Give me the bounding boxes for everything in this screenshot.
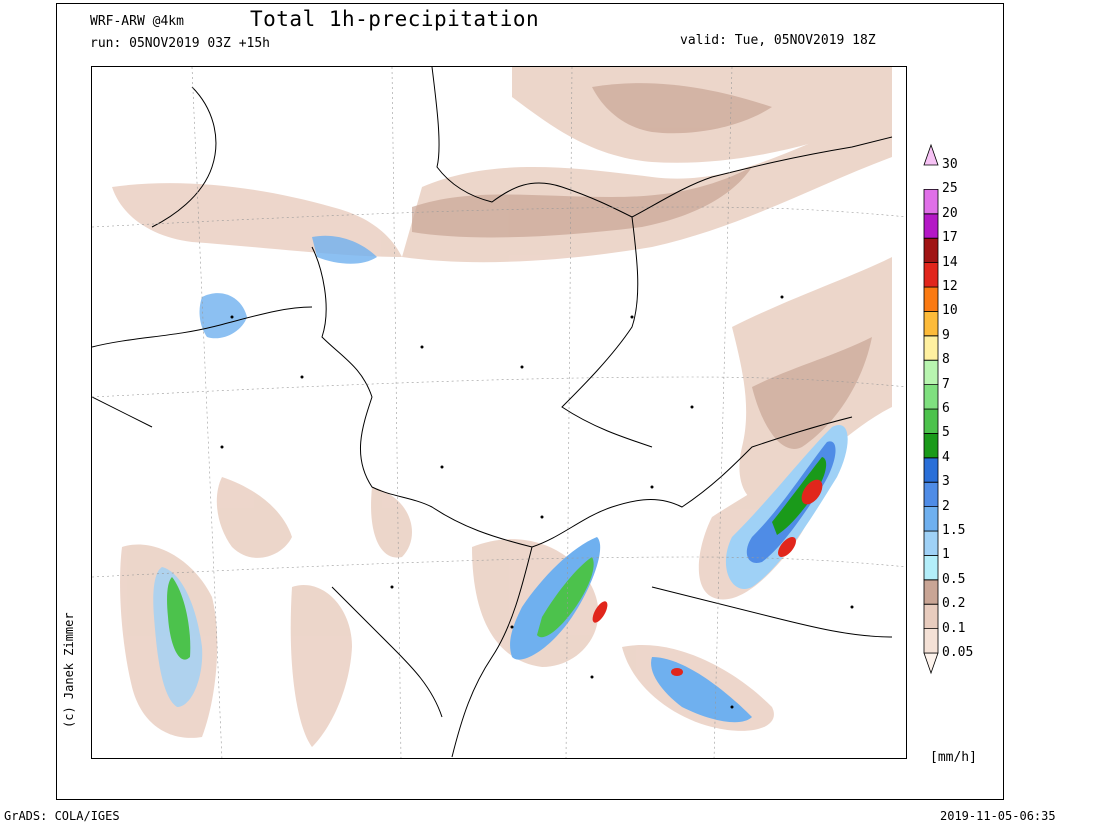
legend-label: 20: [942, 205, 958, 221]
legend-label: 25: [942, 181, 958, 197]
legend-swatch: [923, 457, 939, 483]
plot-frame: [56, 3, 1004, 800]
legend-label: 0.2: [942, 596, 966, 612]
medium-precip-field: [412, 83, 872, 449]
legend-label: 30: [942, 157, 958, 172]
legend-swatch: [923, 311, 939, 337]
legend-label: 10: [942, 303, 958, 319]
legend-swatch: [923, 433, 939, 459]
legend-label: 7: [942, 376, 950, 392]
legend-swatch: [923, 189, 939, 215]
legend-swatch: [923, 555, 939, 581]
legend-swatch: [923, 652, 939, 675]
legend-swatch: [923, 628, 939, 654]
legend-swatch: [923, 335, 939, 361]
author-credit: (c) Janek Zimmer: [62, 612, 76, 728]
legend-label: 1: [942, 547, 950, 563]
legend-label: 4: [942, 449, 950, 465]
legend-swatch: [923, 262, 939, 288]
graticule: [92, 67, 906, 758]
legend-swatch: [923, 530, 939, 556]
legend-label: 3: [942, 474, 950, 490]
legend-label: 14: [942, 254, 958, 270]
model-label: WRF-ARW @4km: [90, 14, 184, 29]
legend-label: 8: [942, 352, 950, 368]
legend-swatch: [923, 143, 939, 166]
software-credit: GrADS: COLA/IGES: [4, 809, 120, 823]
legend-swatch: [923, 506, 939, 532]
legend-label: 2: [942, 498, 950, 514]
precipitation-map: [91, 66, 907, 759]
units-label: [mm/h]: [930, 750, 977, 765]
legend-swatch: [923, 603, 939, 629]
legend-label: 1.5: [942, 523, 966, 538]
render-timestamp: 2019-11-05-06:35: [940, 809, 1056, 823]
legend-bar: [923, 143, 939, 675]
page-title: Total 1h-precipitation: [250, 7, 540, 31]
legend-swatch: [923, 237, 939, 263]
legend-label: 0.5: [942, 571, 966, 587]
legend-swatch: [923, 286, 939, 312]
legend-swatch: [923, 481, 939, 507]
legend-label: 17: [942, 230, 958, 246]
legend-label: 12: [942, 279, 958, 294]
legend-label: 9: [942, 327, 950, 343]
legend-swatch: [923, 359, 939, 385]
color-legend: [923, 143, 939, 675]
legend-label: 5: [942, 425, 950, 441]
legend-swatch: [923, 408, 939, 434]
country-borders: [92, 67, 893, 758]
run-label: run: 05NOV2019 03Z +15h: [90, 36, 271, 51]
legend-swatch: [923, 384, 939, 410]
convective-cells: [153, 235, 848, 723]
legend-label: 0.1: [942, 620, 966, 636]
legend-label: 6: [942, 401, 950, 416]
legend-label: 0.05: [942, 645, 974, 660]
map-canvas: [92, 67, 906, 758]
city-markers: [220, 295, 854, 709]
legend-swatch: [923, 579, 939, 605]
valid-time-label: valid: Tue, 05NOV2019 18Z: [680, 33, 876, 48]
legend-swatch: [923, 213, 939, 239]
